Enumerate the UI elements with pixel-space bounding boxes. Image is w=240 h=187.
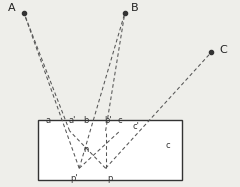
Text: a': a' [68, 116, 76, 125]
Text: c: c [118, 116, 122, 125]
Text: b': b' [104, 116, 112, 125]
Text: c': c' [132, 122, 139, 131]
Text: n: n [84, 145, 89, 154]
Text: A: A [8, 3, 16, 13]
Text: p: p [108, 174, 113, 183]
Text: b: b [84, 116, 89, 125]
Text: B: B [131, 3, 138, 13]
Bar [38, 120, 182, 180]
Text: a: a [45, 116, 51, 125]
Text: p': p' [71, 174, 78, 183]
Text: C: C [219, 45, 227, 56]
Text: c: c [166, 141, 170, 150]
